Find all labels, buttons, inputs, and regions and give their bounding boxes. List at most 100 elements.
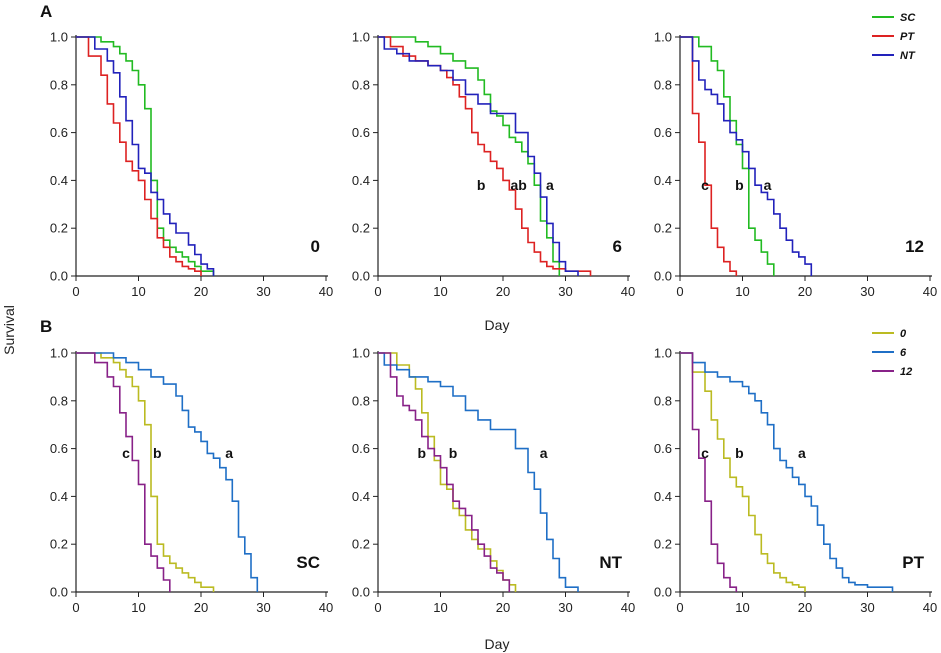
y-tick-label: 1.0 (352, 30, 370, 45)
y-tick-label: 0.0 (50, 269, 68, 284)
survival-curve-nt (680, 36, 813, 276)
x-tick-label: 20 (194, 600, 208, 615)
legend-entry: 6 (900, 347, 907, 359)
y-tick-label: 0.2 (352, 537, 370, 552)
x-tick-label: 30 (558, 600, 572, 615)
survival-curve-d12 (378, 352, 511, 592)
survival-curve-sc (378, 36, 561, 276)
x-tick-label: 10 (735, 600, 749, 615)
x-tick-label: 0 (72, 600, 79, 615)
y-tick-label: 0.4 (352, 173, 370, 188)
y-tick-label: 0.6 (654, 125, 672, 140)
y-tick-label: 0.2 (50, 537, 68, 552)
x-tick-label: 40 (621, 284, 635, 299)
significance-letter: b (477, 177, 486, 193)
y-tick-label: 0.8 (50, 77, 68, 92)
significance-letter: b (153, 445, 162, 461)
survival-curve-d0 (680, 352, 806, 592)
x-tick-label: 10 (735, 284, 749, 299)
survival-curve-d0 (76, 352, 215, 592)
survival-curve-sc (76, 36, 215, 276)
y-tick-label: 0.0 (654, 585, 672, 600)
condition-label: SC (296, 553, 320, 572)
legend-entry: NT (900, 50, 916, 62)
survival-curve-sc (680, 36, 775, 276)
x-tick-label: 0 (72, 284, 79, 299)
y-tick-label: 0.0 (352, 585, 370, 600)
significance-letter: ab (510, 177, 526, 193)
significance-letter: b (735, 177, 744, 193)
x-axis-title-top: Day (485, 317, 510, 333)
survival-curve-pt (680, 36, 738, 276)
y-tick-label: 0.6 (50, 441, 68, 456)
significance-letter: a (798, 445, 806, 461)
x-tick-label: 40 (923, 600, 937, 615)
y-tick-label: 1.0 (654, 346, 672, 361)
y-tick-label: 0.4 (654, 489, 672, 504)
y-tick-label: 0.8 (654, 393, 672, 408)
survival-curve-pt (378, 36, 592, 276)
x-tick-label: 0 (374, 600, 381, 615)
significance-letter: c (701, 445, 709, 461)
y-tick-label: 0.6 (352, 125, 370, 140)
x-tick-label: 30 (558, 284, 572, 299)
x-tick-label: 40 (319, 284, 333, 299)
y-tick-label: 0.6 (50, 125, 68, 140)
x-tick-label: 20 (194, 284, 208, 299)
x-tick-label: 0 (676, 600, 683, 615)
panel-a1: 0 10 20 30 40 0.0 0.2 0.4 0.6 0.8 1.0 0 (50, 30, 333, 300)
y-tick-label: 0.2 (654, 221, 672, 236)
significance-letter: b (735, 445, 744, 461)
x-tick-label: 20 (798, 284, 812, 299)
x-tick-label: 10 (433, 284, 447, 299)
y-tick-label: 0.0 (352, 269, 370, 284)
y-tick-label: 0.4 (50, 489, 68, 504)
survival-curve-pt (76, 36, 202, 276)
survival-curve-d12 (76, 352, 171, 592)
y-tick-label: 0.2 (654, 537, 672, 552)
y-tick-label: 1.0 (50, 30, 68, 45)
survival-curve-d6 (680, 352, 894, 592)
significance-letter: a (225, 445, 233, 461)
significance-letter: b (449, 445, 458, 461)
y-tick-label: 0.4 (50, 173, 68, 188)
y-tick-label: 0.4 (352, 489, 370, 504)
significance-letter: b (417, 445, 426, 461)
x-tick-label: 10 (131, 284, 145, 299)
x-tick-label: 20 (798, 600, 812, 615)
y-tick-label: 0.4 (654, 173, 672, 188)
x-tick-label: 10 (433, 600, 447, 615)
y-tick-label: 0.0 (50, 585, 68, 600)
legend-entry: 0 (900, 328, 907, 340)
significance-letter: a (540, 445, 548, 461)
y-tick-label: 1.0 (654, 30, 672, 45)
significance-letter: a (764, 177, 772, 193)
panel-b1: 0 10 20 30 40 0.0 0.2 0.4 0.6 0.8 1.0 c b a SC (50, 346, 333, 616)
x-tick-label: 30 (256, 284, 270, 299)
x-tick-label: 30 (256, 600, 270, 615)
condition-label: 12 (905, 237, 924, 256)
x-tick-label: 30 (860, 600, 874, 615)
chart-panels: 0 10 20 30 40 0.0 0.2 0.4 0.6 0.8 1.0 0 0 10 20 30 40 0.0… (50, 12, 937, 615)
condition-label: 6 (613, 237, 622, 256)
x-tick-label: 40 (319, 600, 333, 615)
y-tick-label: 0.8 (654, 77, 672, 92)
x-axis-title-bottom: Day (485, 636, 510, 652)
significance-letter: a (546, 177, 554, 193)
x-tick-label: 20 (496, 284, 510, 299)
y-tick-label: 0.6 (352, 441, 370, 456)
survival-curve-nt (378, 36, 579, 276)
significance-letter: c (122, 445, 130, 461)
legend-entry: 12 (900, 366, 912, 378)
condition-label: NT (599, 553, 622, 572)
y-tick-label: 0.2 (352, 221, 370, 236)
y-tick-label: 0.0 (654, 269, 672, 284)
y-tick-label: 0.6 (654, 441, 672, 456)
condition-label: PT (902, 553, 924, 572)
y-tick-label: 0.8 (352, 77, 370, 92)
y-axis-title: Survival (1, 305, 17, 355)
panel-a3: 0 10 20 30 40 0.0 0.2 0.4 0.6 0.8 1.0 c b a 12 SC PT NT (654, 12, 937, 299)
significance-letter: c (701, 177, 709, 193)
x-tick-label: 40 (923, 284, 937, 299)
